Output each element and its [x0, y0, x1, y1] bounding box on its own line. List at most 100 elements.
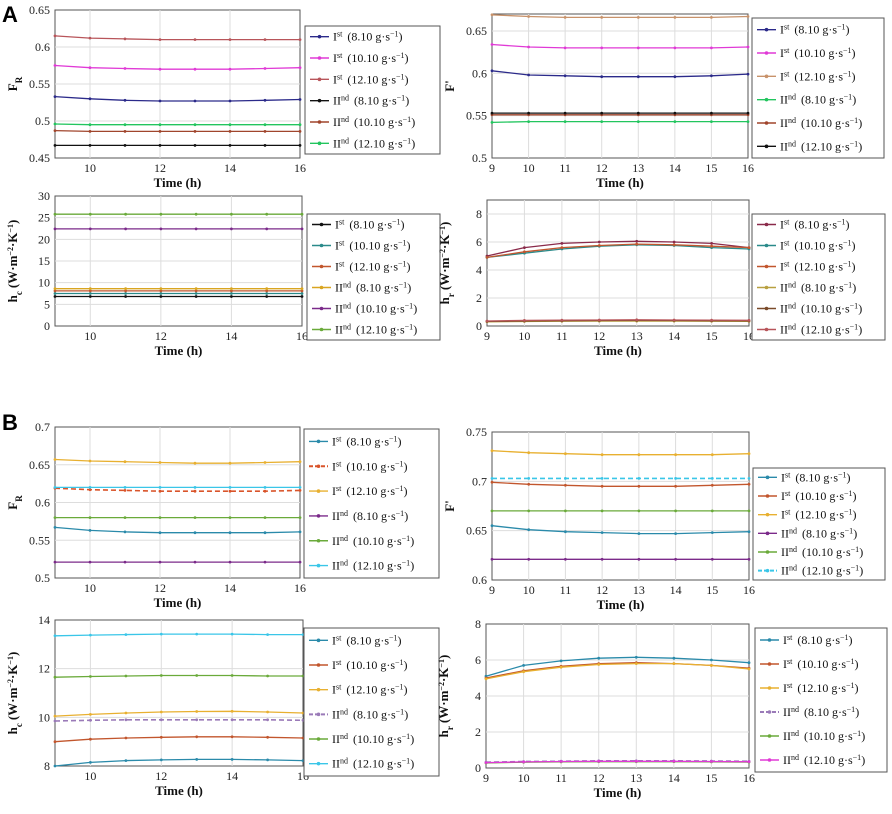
y-tick-label: 0 — [44, 319, 50, 333]
x-tick-label: 16 — [294, 581, 306, 595]
legend-label: Ist (10.10 g·s−1) — [783, 657, 859, 672]
legend-box — [303, 428, 440, 579]
data-point — [123, 67, 127, 70]
y-tick-label: 20 — [38, 232, 50, 246]
data-point — [88, 130, 92, 133]
data-point — [674, 453, 677, 457]
data-point — [193, 489, 197, 493]
data-point — [746, 15, 750, 18]
data-point — [194, 227, 198, 231]
data-point — [158, 531, 162, 535]
data-point — [263, 489, 267, 493]
data-point — [637, 557, 641, 561]
data-point — [674, 484, 677, 488]
data-point — [265, 287, 269, 291]
x-tick-label: 14 — [225, 329, 237, 343]
data-point — [747, 477, 751, 480]
data-point — [123, 37, 127, 41]
y-tick-label: 0.7 — [472, 474, 487, 488]
legend-box — [751, 17, 885, 159]
legend-label: IInd (10.10 g·s−1) — [780, 301, 862, 316]
data-point — [265, 212, 269, 216]
x-tick-label: 15 — [706, 329, 718, 343]
data-point — [597, 244, 601, 247]
data-point — [88, 97, 92, 101]
data-point — [710, 453, 714, 457]
data-point — [746, 120, 750, 123]
data-point — [672, 240, 676, 244]
data-point — [228, 489, 232, 493]
data-point — [159, 212, 163, 216]
legend-label: IInd (8.10 g·s−1) — [780, 280, 856, 295]
data-point — [300, 212, 304, 216]
data-point — [266, 735, 269, 739]
data-point — [230, 227, 233, 231]
data-point — [635, 239, 639, 243]
data-point — [265, 292, 269, 295]
data-point — [159, 710, 163, 714]
data-point — [600, 531, 604, 534]
panel-label-a: A — [2, 2, 18, 27]
legend-marker — [316, 663, 321, 667]
data-point — [230, 735, 234, 739]
x-tick-label: 15 — [705, 771, 717, 785]
data-point — [53, 634, 57, 638]
y-tick-label: 6 — [475, 653, 481, 667]
x-tick-label: 14 — [669, 161, 681, 175]
legend-label: Ist (12.10 g·s−1) — [332, 682, 408, 697]
data-point — [230, 632, 234, 636]
y-tick-label: 10 — [38, 276, 50, 290]
data-point — [158, 130, 162, 133]
x-tick-label: 16 — [294, 161, 306, 175]
data-point — [228, 144, 232, 147]
legend-label: Ist (8.10 g·s−1) — [333, 29, 403, 44]
chart-b1: 10 12 14 16 0.5 0.55 0.6 0.65 0.7 Time (h) FR Ist (… — [5, 420, 440, 610]
y-tick-label: 0.6 — [35, 496, 50, 510]
data-point — [300, 289, 304, 293]
legend-marker — [764, 97, 769, 102]
data-point — [523, 246, 526, 250]
x-tick-label: 13 — [630, 771, 642, 785]
legend-marker — [317, 56, 322, 60]
data-point — [88, 516, 92, 519]
y-axis-label: hc(W·m−2·K−1) — [5, 652, 24, 735]
data-point — [673, 75, 677, 79]
data-point — [747, 509, 751, 513]
legend-label: Ist (8.10 g·s−1) — [332, 434, 402, 449]
data-point — [53, 64, 57, 67]
y-tick-label: 0.55 — [466, 109, 487, 123]
x-tick-label: 12 — [596, 161, 608, 175]
data-point — [230, 287, 233, 291]
legend-label: Ist (8.10 g·s−1) — [783, 633, 853, 648]
legend-marker — [317, 34, 322, 39]
data-point — [597, 318, 601, 322]
data-point — [159, 632, 163, 636]
data-point — [298, 530, 302, 534]
legend-label: Ist (8.10 g·s−1) — [335, 217, 405, 232]
legend-label: Ist (10.10 g·s−1) — [781, 489, 857, 504]
y-tick-label: 30 — [38, 189, 50, 203]
data-point — [746, 111, 750, 115]
data-point — [710, 244, 713, 248]
series-line-4 — [54, 718, 304, 722]
legend-marker — [764, 27, 769, 32]
data-point — [559, 659, 563, 663]
series-line-3 — [491, 14, 749, 19]
data-point — [159, 289, 163, 293]
legend-label: Ist (8.10 g·s−1) — [781, 470, 851, 485]
series-line-2 — [491, 481, 750, 487]
data-point — [600, 120, 604, 123]
data-point — [637, 484, 641, 488]
data-point — [747, 318, 751, 322]
data-point — [672, 243, 676, 247]
x-tick-label: 12 — [593, 329, 605, 343]
data-point — [710, 477, 714, 480]
data-point — [636, 111, 640, 115]
data-point — [53, 144, 57, 147]
data-point — [89, 713, 92, 716]
y-tick-label: 0.45 — [29, 151, 50, 165]
data-point — [672, 656, 676, 660]
legend-marker — [319, 285, 324, 290]
data-point — [228, 123, 232, 127]
x-tick-label: 10 — [523, 583, 535, 597]
